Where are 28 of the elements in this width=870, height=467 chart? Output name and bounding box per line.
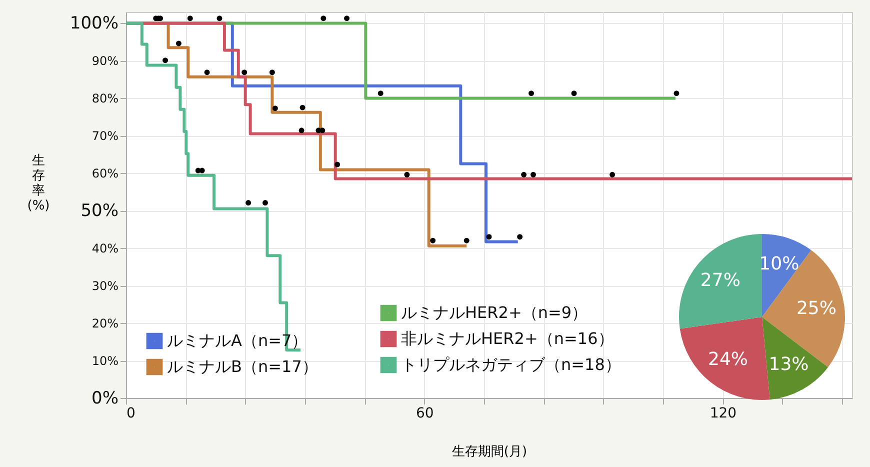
pie-slice: [679, 234, 762, 329]
y-tick-label: 80%: [92, 92, 118, 106]
y-tick-label: 70%: [92, 129, 118, 144]
data-label: 27%: [700, 270, 740, 291]
y-tick-label: 30%: [92, 279, 118, 294]
y-tick-label: 100%: [70, 14, 118, 34]
x-axis-title: 生存期間(月): [452, 444, 528, 460]
y-tick-label: 60%: [92, 166, 118, 181]
y-tick-label: 10%: [92, 354, 118, 368]
data-label: 24%: [708, 349, 748, 370]
legend-label: 非ルミナルHER2+（n=16）: [401, 329, 614, 348]
x-tick-label: 120: [710, 406, 737, 422]
x-tick-label: 60: [416, 406, 434, 422]
legend-label: ルミナルB（n=17）: [167, 357, 318, 376]
pie-slice: [762, 317, 828, 400]
data-label: 10%: [759, 254, 800, 275]
legend-label: トリプルネガティブ（n=18）: [401, 355, 621, 374]
y-axis-title: 生存率(%): [27, 154, 50, 214]
data-label: 13%: [768, 354, 809, 376]
pie-slice: [680, 317, 770, 400]
y-tick-label: 20%: [92, 316, 118, 331]
y-tick-label: 40%: [92, 242, 118, 256]
y-tick-label: 90%: [92, 54, 118, 68]
y-tick-label: 0%: [92, 388, 118, 408]
x-tick-label: 0: [126, 406, 136, 422]
data-label: 25%: [796, 298, 836, 320]
legend-label: ルミナルHER2+（n=9）: [401, 303, 588, 322]
y-tick-label: 50%: [80, 201, 118, 222]
